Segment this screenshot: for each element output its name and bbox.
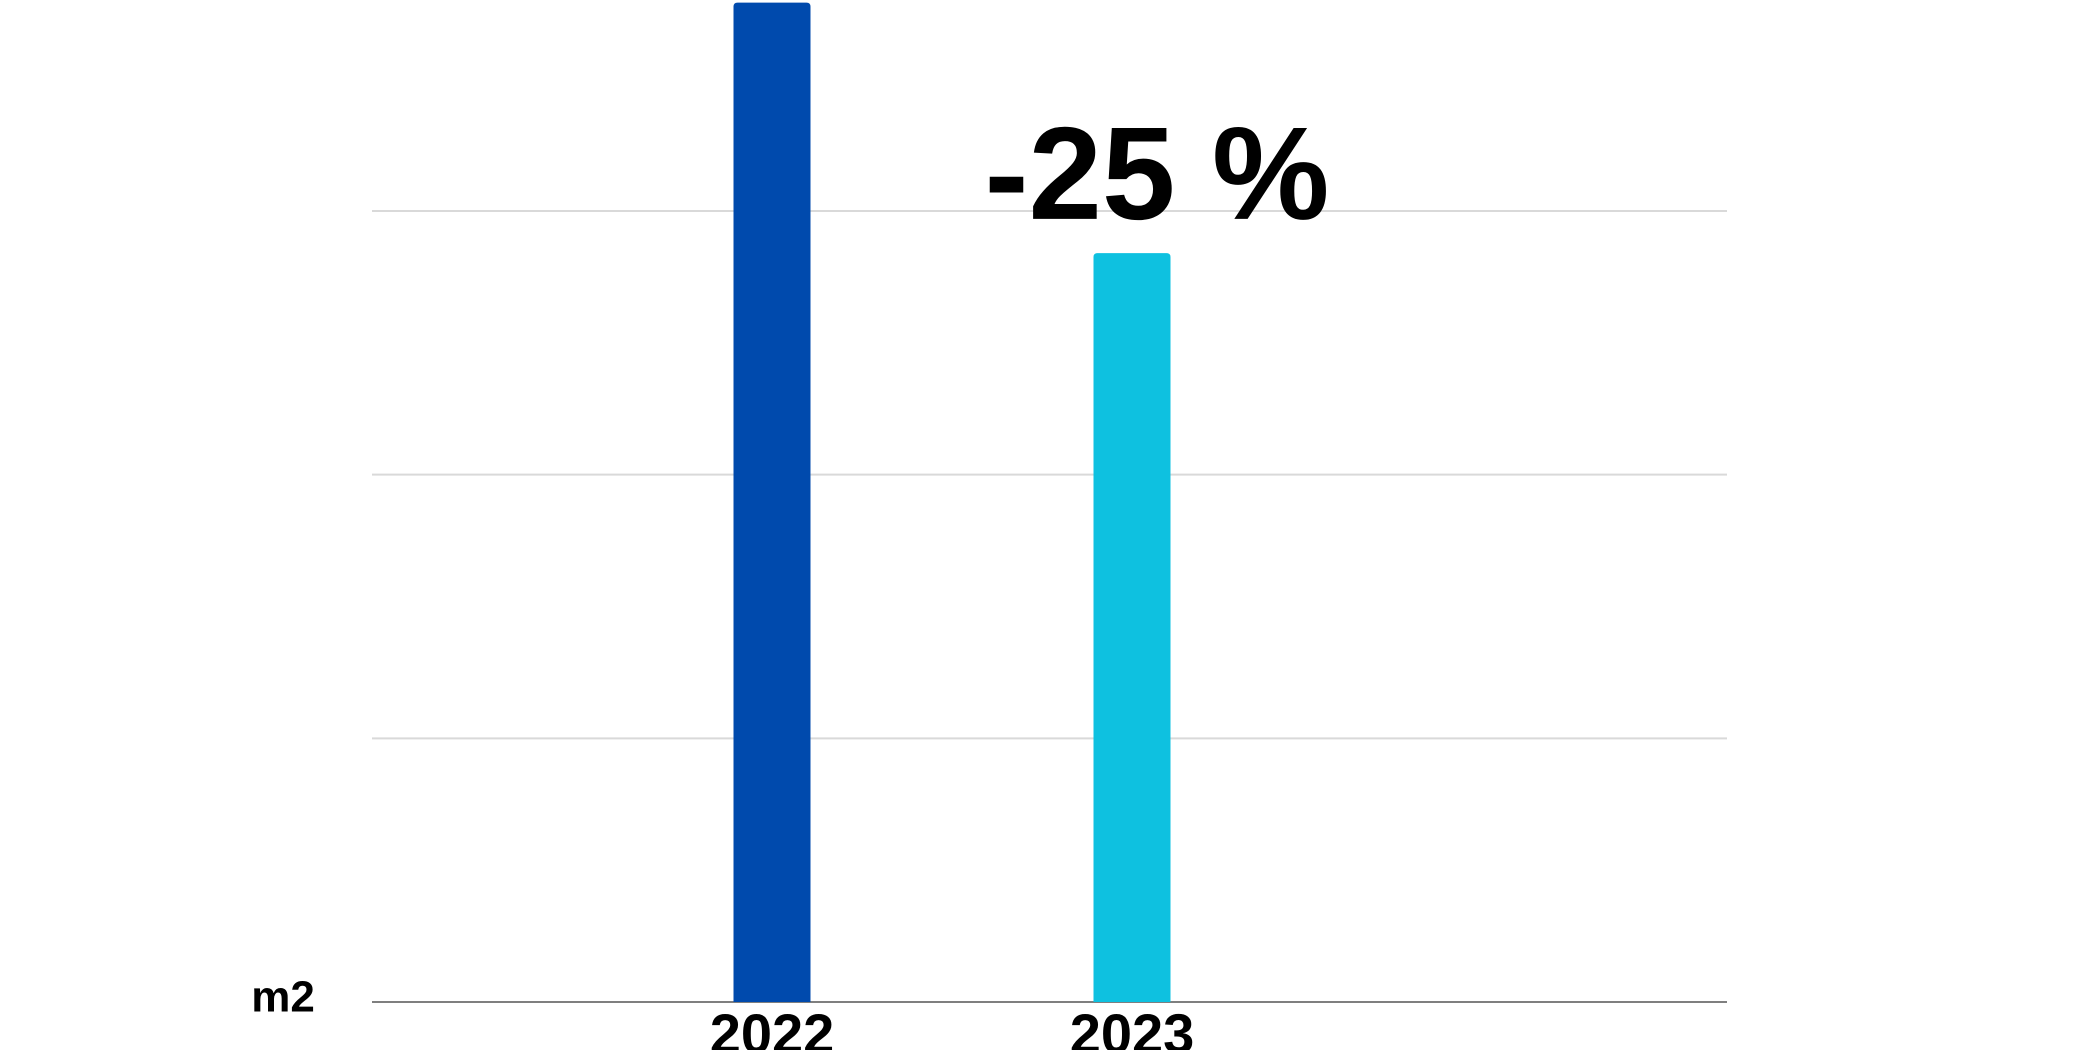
bar (733, 2, 811, 1003)
bar (1093, 253, 1171, 1002)
annotation: -25 % (985, 100, 1330, 247)
x-tick-label: 2022 (710, 1002, 835, 1050)
x-tick-label: 2023 (1070, 1002, 1195, 1050)
y-axis-label: m2 (251, 973, 315, 1022)
